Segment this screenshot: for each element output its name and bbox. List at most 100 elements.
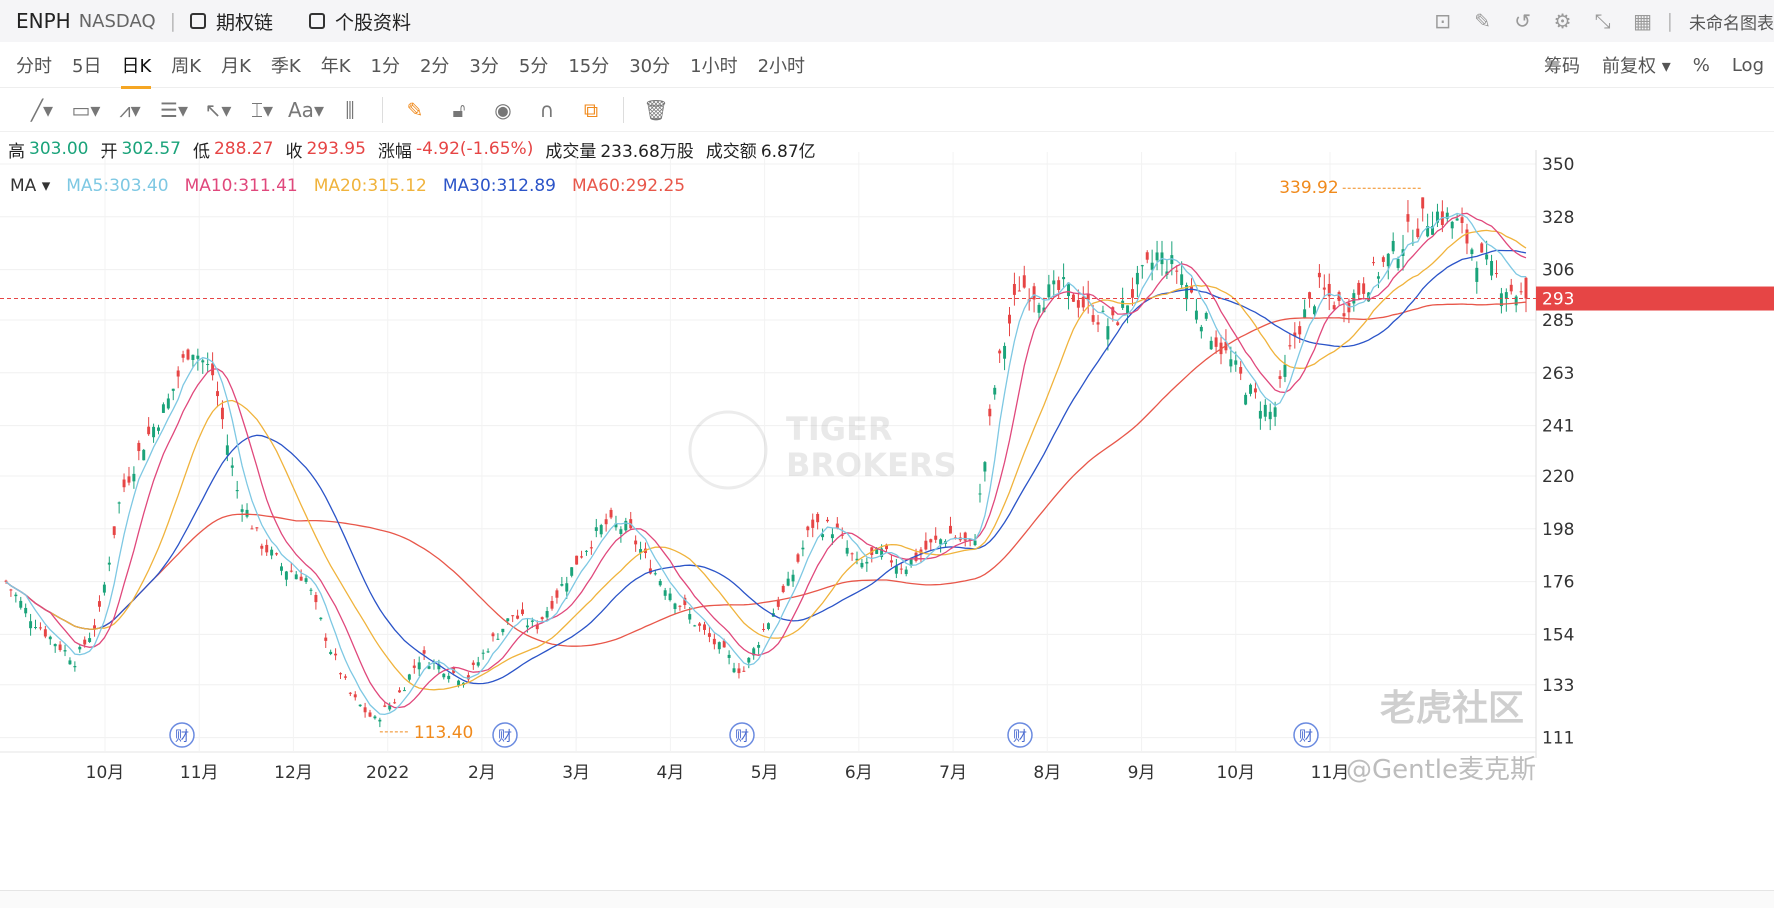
candle [1062,263,1066,288]
candle [1480,242,1484,253]
candle [240,504,244,522]
period-tab-3[interactable]: 周K [171,55,202,77]
text-tool-icon[interactable]: Aa▾ [288,97,324,122]
ma-selector[interactable]: MA ▾ [10,176,51,196]
edit-icon[interactable]: ✎ [1474,9,1491,33]
high-value: 303.00 [29,139,89,159]
adjust-dropdown[interactable]: 前复权 ▾ [1601,56,1671,77]
candle [781,584,785,594]
candle [368,709,372,718]
ma5-label: MA5:303.40 [66,176,169,196]
period-tab-2[interactable]: 日K [121,52,151,89]
period-tab-12[interactable]: 30分 [629,55,671,77]
candle [629,511,633,531]
earnings-marker[interactable]: 财 [1007,722,1033,748]
document-icon [309,13,326,29]
rectangle-tool-icon[interactable]: ▭▾ [71,97,101,122]
indicator-icon[interactable]: ⊡ [1434,9,1451,33]
candle [845,540,849,557]
candle [1475,261,1479,294]
pattern-tool-icon[interactable]: ⩘▾ [119,97,141,122]
high-label: 高 [8,141,25,162]
close-label: 收 [285,141,303,162]
candle [506,618,510,625]
candle [1376,271,1380,289]
candle [9,588,13,597]
candle [132,466,136,489]
ma-legend: MA ▾ MA5:303.40 MA10:311.41 MA20:315.12 … [10,176,701,196]
y-tick-label: 350 [1542,155,1574,175]
candle [894,558,898,579]
separator: | [169,10,177,32]
candle [68,657,72,665]
period-tab-5[interactable]: 季K [270,55,301,77]
y-tick-label: 198 [1542,520,1574,540]
candle [1450,220,1454,239]
unnamed-chart-button[interactable]: 未命名图表 [1689,13,1774,34]
group-icon[interactable]: ⧉ [583,97,599,122]
gear-icon[interactable]: ⚙ [1553,9,1572,33]
earnings-marker[interactable]: 财 [1293,722,1319,748]
chips-button[interactable]: 筹码 [1543,56,1580,77]
ma-line-ma30 [5,249,1527,685]
eye-icon[interactable]: ◉ [494,97,512,122]
candle [235,480,239,499]
candle [422,646,426,660]
earnings-marker[interactable]: 财 [169,722,195,748]
candle [683,594,687,609]
period-tab-7[interactable]: 1分 [370,55,400,77]
candle [752,646,756,660]
fibonacci-tool-icon[interactable]: ☰▾ [160,97,188,122]
measure-tool-icon[interactable]: ⌶▾ [250,97,274,122]
candle [388,702,392,712]
period-tab-11[interactable]: 15分 [568,55,610,77]
stock-profile-link[interactable]: 个股资料 [309,8,411,35]
percent-toggle[interactable]: % [1692,54,1710,76]
candle [1317,264,1321,288]
period-tab-13[interactable]: 1小时 [690,55,738,77]
layout-icon[interactable]: ▦ [1633,9,1653,33]
candle [1101,305,1105,313]
period-tab-4[interactable]: 月K [221,55,251,77]
candle [560,576,564,587]
candle [1175,265,1179,284]
options-chain-link[interactable]: 期权链 [190,8,273,35]
candle [929,538,933,551]
earnings-marker[interactable]: 财 [492,722,518,748]
candle [624,517,628,534]
candle [1421,197,1425,222]
candle [1150,249,1154,281]
period-tab-10[interactable]: 5分 [518,55,549,77]
candle [860,559,864,569]
candle [1214,330,1218,354]
collapse-icon[interactable]: ⤡ [1594,9,1611,33]
period-tab-0[interactable]: 分时 [16,55,52,77]
candle [466,672,470,683]
arrow-tool-icon[interactable]: ↖▾ [204,97,232,122]
period-tab-9[interactable]: 3分 [469,55,499,77]
candle [1519,282,1523,295]
magnet-icon[interactable]: ∩ [539,97,555,122]
period-tab-14[interactable]: 2小时 [757,55,806,77]
candle [993,385,997,400]
lock-icon[interactable]: 🔓︎ [452,97,466,122]
current-price-tag: 293 [1542,290,1574,310]
candle [1081,286,1085,312]
refresh-icon[interactable]: ↺ [1514,9,1531,33]
candle [343,674,347,680]
candle [988,404,992,426]
candle [658,578,662,587]
period-tab-8[interactable]: 2分 [419,55,450,77]
earnings-marker[interactable]: 财 [729,722,755,748]
candle [1470,247,1474,261]
period-tab-6[interactable]: 年K [320,55,351,77]
period-tab-1[interactable]: 5日 [72,55,102,77]
pencil-icon[interactable]: ✎ [406,97,424,122]
bars-tool-icon[interactable]: ⫼ [345,97,355,122]
ma20-label: MA20:315.12 [313,176,427,196]
candle [816,512,820,530]
log-toggle[interactable]: Log [1731,54,1764,76]
trash-icon[interactable]: 🗑︎ [643,97,669,122]
line-tool-icon[interactable]: ╱▾ [30,97,54,122]
